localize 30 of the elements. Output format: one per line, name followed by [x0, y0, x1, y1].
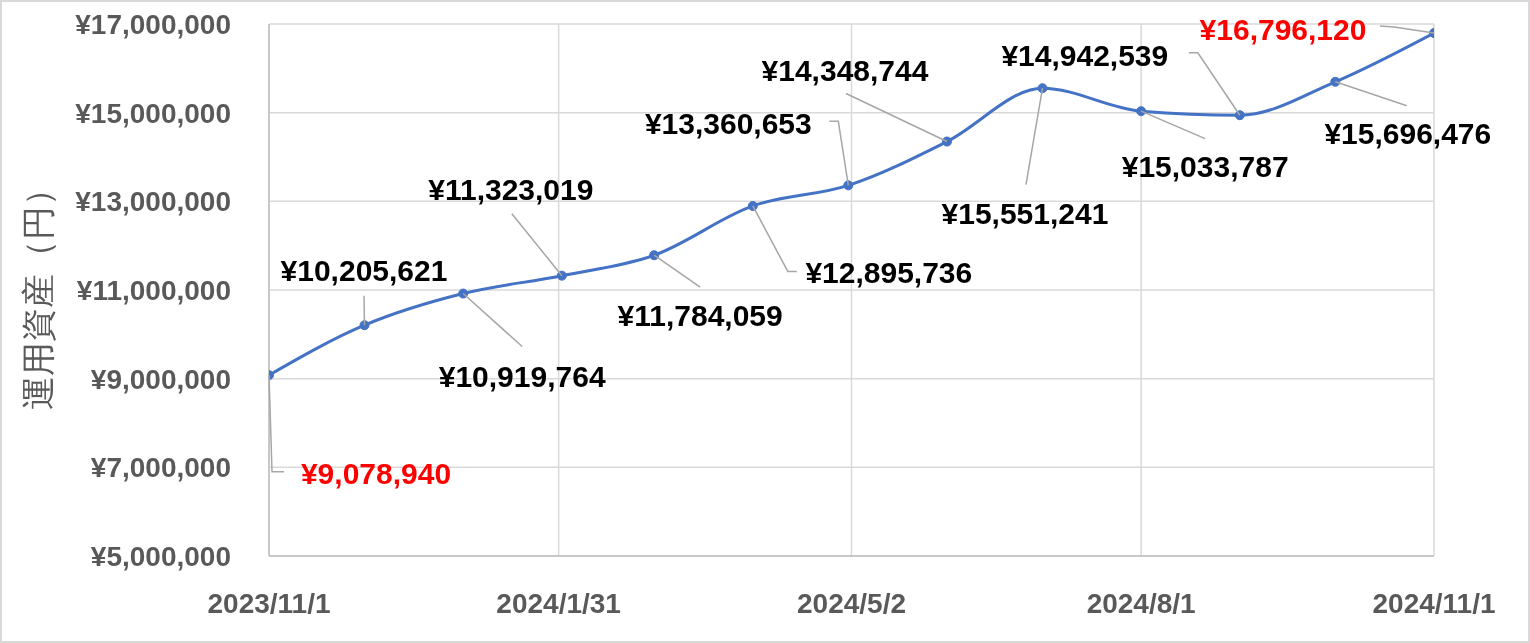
y-tick-label: ¥15,000,000 — [75, 97, 231, 129]
data-label: ¥10,919,764 — [438, 359, 606, 393]
data-label: ¥15,033,787 — [1121, 149, 1289, 183]
y-tick-label: ¥11,000,000 — [76, 274, 231, 306]
y-tick-label: ¥7,000,000 — [90, 452, 231, 484]
data-label: ¥15,551,241 — [941, 196, 1109, 230]
data-label: ¥11,323,019 — [428, 172, 594, 206]
point — [649, 250, 660, 261]
point — [359, 320, 370, 331]
data-label: ¥11,784,059 — [617, 298, 783, 332]
y-tick-label: ¥9,000,000 — [90, 363, 231, 395]
x-tick-label: 2024/5/2 — [797, 587, 906, 619]
y-axis-title: 運用資産（円） — [18, 172, 58, 410]
x-tick-label: 2023/11/1 — [207, 587, 331, 619]
data-label: ¥16,796,120 — [1199, 12, 1367, 46]
y-tick-label: ¥5,000,000 — [90, 540, 231, 572]
y-tick-label: ¥13,000,000 — [75, 186, 231, 218]
x-tick-label: 2024/1/31 — [496, 587, 621, 619]
data-label: ¥13,360,653 — [644, 106, 812, 140]
data-label: ¥9,078,940 — [300, 456, 452, 490]
x-tick-label: 2024/11/1 — [1372, 587, 1496, 619]
data-label: ¥14,942,539 — [1001, 38, 1169, 72]
point — [747, 200, 758, 211]
y-tick-label: ¥17,000,000 — [75, 8, 231, 40]
data-label: ¥15,696,476 — [1324, 116, 1492, 150]
data-label: ¥10,205,621 — [280, 253, 448, 287]
x-tick-label: 2024/8/1 — [1086, 587, 1196, 619]
data-label: ¥14,348,744 — [761, 53, 929, 87]
point — [1234, 110, 1245, 121]
data-label: ¥12,895,736 — [805, 255, 973, 289]
